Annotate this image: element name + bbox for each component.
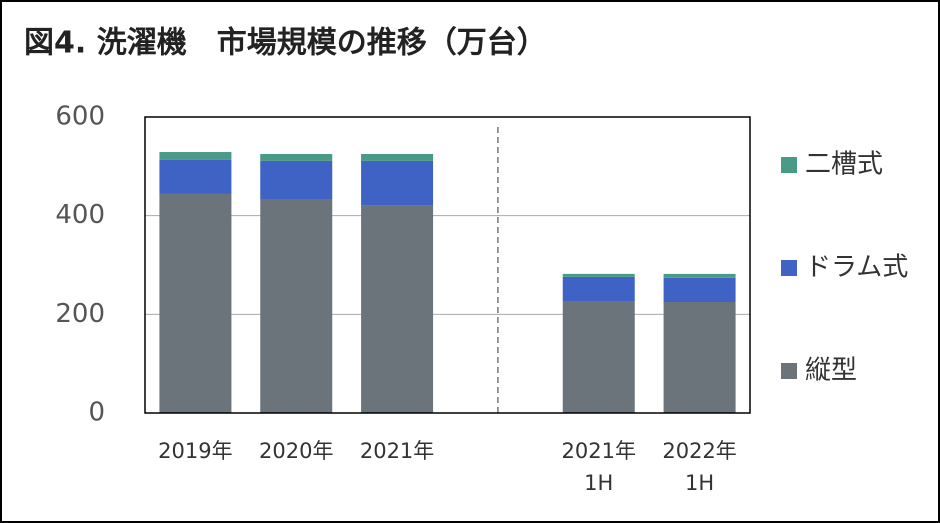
bar-segment — [663, 277, 736, 302]
y-tick-label: 600 — [55, 102, 105, 132]
bar-segment — [159, 193, 232, 413]
legend-swatch — [781, 260, 797, 276]
x-tick-label: 2019年 — [158, 439, 233, 463]
plot-border — [144, 116, 751, 414]
legend-label: 二槽式 — [805, 150, 883, 180]
bar-segment — [562, 276, 635, 302]
bar-segment — [663, 302, 736, 413]
bar-segment — [260, 154, 333, 161]
legend-swatch — [781, 157, 797, 173]
bar-segment — [159, 152, 232, 160]
legend-swatch — [781, 363, 797, 379]
bar-segment — [361, 160, 434, 206]
x-tick-label: 2022年 1H — [662, 439, 737, 495]
legend-label: 縦型 — [805, 356, 857, 386]
bar-segment — [361, 205, 434, 413]
bar-segment — [260, 160, 333, 200]
bar-segment — [562, 273, 635, 277]
y-tick-label: 400 — [55, 200, 105, 230]
bar-segment — [260, 199, 333, 413]
x-tick-label: 2020年 — [259, 439, 334, 463]
bar-segment — [663, 273, 736, 278]
y-tick-label: 200 — [55, 299, 105, 329]
bar-segment — [159, 159, 232, 194]
x-tick-label: 2021年 1H — [561, 439, 636, 495]
bar-segment — [562, 301, 635, 413]
x-tick-label: 2021年 — [359, 439, 435, 463]
y-tick-label: 0 — [88, 398, 105, 428]
bar-segment — [361, 154, 434, 161]
legend-label: ドラム式 — [805, 253, 908, 283]
chart-title: 図4. 洗濯機 市場規模の推移（万台） — [24, 26, 547, 61]
